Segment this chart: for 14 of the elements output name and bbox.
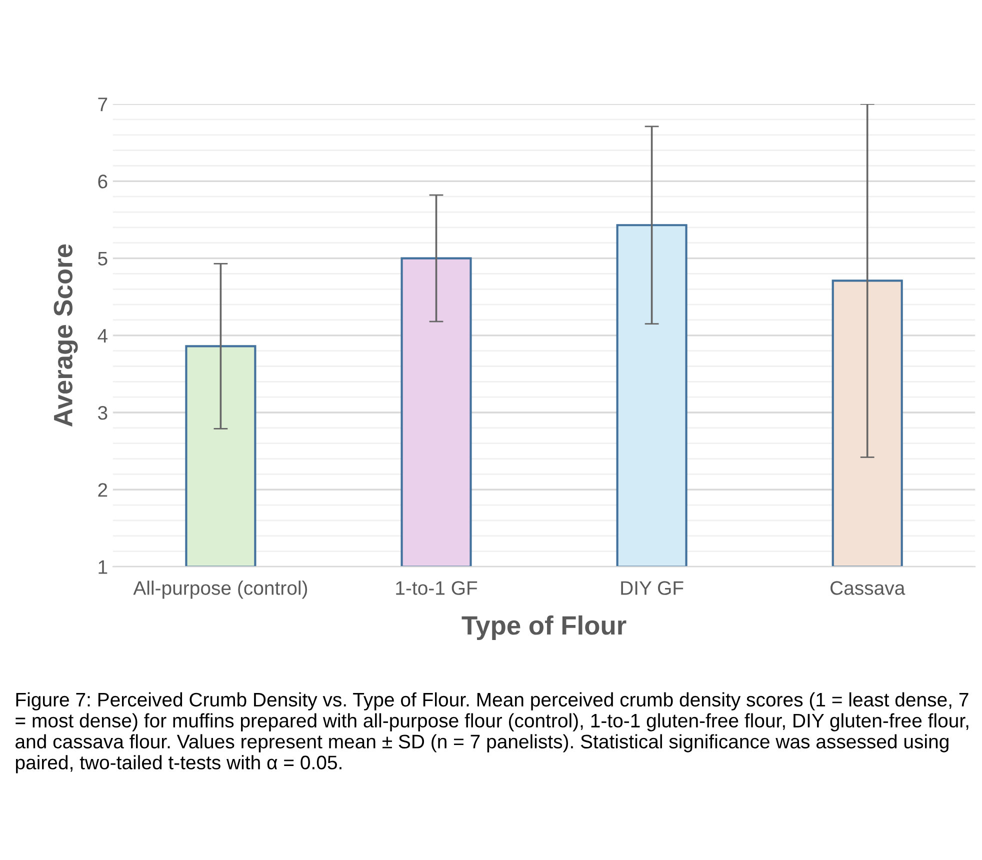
- x-axis-title: Type of Flour: [462, 615, 626, 640]
- x-tick-label: DIY GF: [621, 581, 684, 595]
- y-tick-label: 3: [98, 406, 108, 420]
- caption: Figure 7: Perceived Crumb Density vs. Type of Flour. Mean perceived crumb density scores (1 = least dense, 7 = most dense) for muffins prepared with all-purpose flour (control), 1-to-1 gluten-free flour, DIY gluten-free flour, and cassava flour. Values represent mean ± SD (n = 7 panelists). Statistical significance was assessed using paired, two-tailed t-tests with α = 0.05.: [16, 692, 968, 774]
- y-tick-label: 6: [98, 174, 108, 188]
- y-axis-title: Average Score: [54, 244, 78, 427]
- y-tick-label: 2: [98, 483, 108, 497]
- y-tick-label: 1: [98, 560, 108, 574]
- y-tick-label: 7: [98, 98, 108, 112]
- x-tick-label: Cassava: [830, 581, 906, 595]
- x-tick-label: 1-to-1 GF: [396, 581, 478, 595]
- x-tick-label: All-purpose (control): [133, 580, 308, 599]
- y-tick-label: 4: [98, 329, 108, 342]
- y-tick-label: 5: [98, 252, 108, 266]
